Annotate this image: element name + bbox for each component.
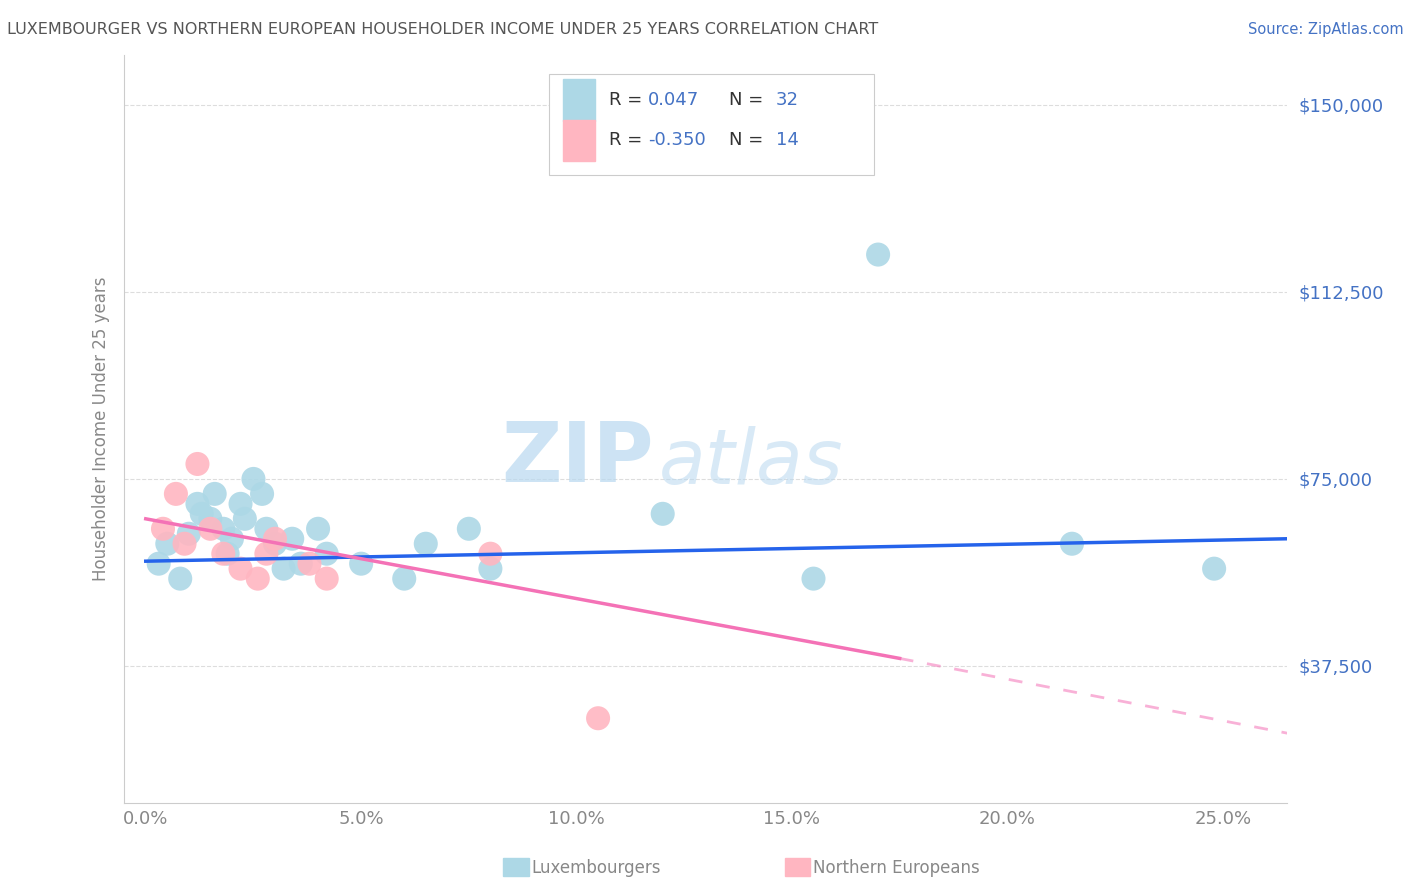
Point	[217, 547, 239, 561]
Point	[315, 547, 337, 561]
Text: N =: N =	[730, 131, 769, 149]
Point	[165, 487, 187, 501]
Text: atlas: atlas	[659, 425, 844, 500]
Point	[479, 547, 502, 561]
Point	[191, 507, 214, 521]
Point	[273, 562, 295, 576]
Point	[200, 512, 222, 526]
Point	[148, 557, 170, 571]
Text: R =: R =	[609, 91, 648, 109]
Text: -0.350: -0.350	[648, 131, 706, 149]
Point	[803, 572, 825, 586]
Text: 14: 14	[776, 131, 799, 149]
Point	[264, 532, 287, 546]
Point	[186, 457, 208, 471]
Point	[250, 487, 273, 501]
Point	[221, 532, 243, 546]
Point	[156, 537, 179, 551]
Point	[233, 512, 256, 526]
Text: ZIP: ZIP	[501, 418, 654, 500]
Point	[1204, 562, 1226, 576]
Point	[169, 572, 191, 586]
Point	[264, 537, 287, 551]
Point	[651, 507, 673, 521]
Point	[298, 557, 321, 571]
Point	[246, 572, 269, 586]
FancyBboxPatch shape	[562, 120, 595, 161]
Text: Northern Europeans: Northern Europeans	[813, 859, 980, 877]
Point	[350, 557, 373, 571]
Text: N =: N =	[730, 91, 769, 109]
Point	[315, 572, 337, 586]
Point	[173, 537, 195, 551]
Point	[200, 522, 222, 536]
Point	[152, 522, 174, 536]
Point	[394, 572, 416, 586]
Point	[229, 497, 252, 511]
Point	[868, 247, 890, 261]
Text: R =: R =	[609, 131, 648, 149]
Point	[204, 487, 226, 501]
Text: 32: 32	[776, 91, 799, 109]
Point	[212, 522, 235, 536]
Point	[242, 472, 264, 486]
Point	[586, 711, 609, 725]
Point	[415, 537, 437, 551]
Point	[212, 547, 235, 561]
Point	[186, 497, 208, 511]
Point	[307, 522, 329, 536]
Point	[177, 526, 200, 541]
Text: LUXEMBOURGER VS NORTHERN EUROPEAN HOUSEHOLDER INCOME UNDER 25 YEARS CORRELATION : LUXEMBOURGER VS NORTHERN EUROPEAN HOUSEH…	[7, 22, 879, 37]
Point	[254, 547, 277, 561]
Point	[254, 522, 277, 536]
FancyBboxPatch shape	[562, 79, 595, 120]
Text: 0.047: 0.047	[648, 91, 699, 109]
FancyBboxPatch shape	[548, 74, 875, 175]
Text: Luxembourgers: Luxembourgers	[531, 859, 661, 877]
Point	[229, 562, 252, 576]
Point	[290, 557, 312, 571]
Point	[479, 562, 502, 576]
Point	[457, 522, 479, 536]
Point	[1060, 537, 1083, 551]
Point	[281, 532, 304, 546]
Y-axis label: Householder Income Under 25 years: Householder Income Under 25 years	[93, 277, 110, 582]
Text: Source: ZipAtlas.com: Source: ZipAtlas.com	[1247, 22, 1403, 37]
